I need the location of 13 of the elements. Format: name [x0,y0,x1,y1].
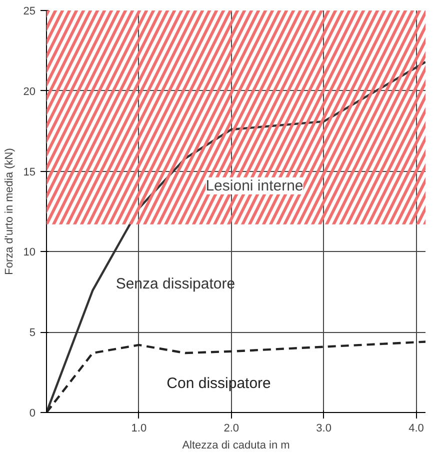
y-axis-title: Forza d'urto in media (kN) [3,148,16,275]
y-tick-label: 0 [29,408,36,420]
y-tick-label: 25 [23,6,36,18]
x-tick-label: 3.0 [316,422,332,434]
x-axis-title: Altezza di caduta in m [182,440,290,452]
band-label: Lesioni interne [206,177,304,194]
y-tick-label: 10 [23,246,36,259]
x-tick-label: 4.0 [408,422,424,434]
y-tick-label: 5 [29,327,36,340]
y-tick-label: 15 [23,166,36,178]
x-tick-label: 1.0 [131,422,147,434]
x-tick-label: 2.0 [224,422,240,434]
y-tick-label: 20 [23,86,36,98]
